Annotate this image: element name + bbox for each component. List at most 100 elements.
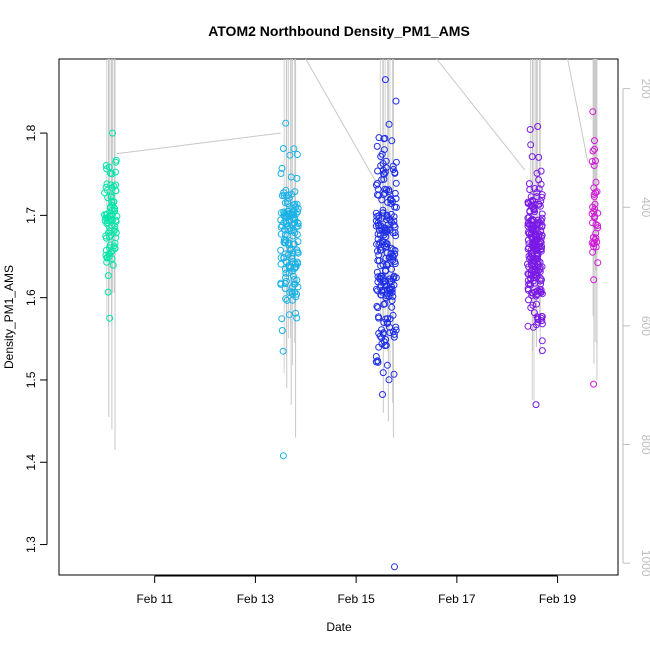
data-point [538,347,546,355]
data-point [387,244,395,252]
data-point [527,304,535,312]
data-point [588,239,596,247]
data-point [594,259,602,267]
data-point [107,193,115,201]
data-point [381,76,389,84]
data-point [282,119,290,127]
data-point [588,158,596,165]
data-point [534,216,542,224]
data-point [282,269,290,277]
data-point [590,162,598,169]
right-tick-label: 1000 [639,550,650,577]
data-point [379,369,387,377]
data-point [385,120,393,128]
data-point [535,200,543,208]
data-point [533,300,540,308]
data-point [284,207,292,215]
data-point [380,300,388,308]
data-point [389,253,397,261]
data-point [293,276,301,284]
data-point [383,361,391,369]
x-tick-label: Feb 17 [438,592,476,606]
data-point [383,216,390,224]
data-point [592,234,600,242]
data-point [105,229,113,237]
data-point [282,274,289,282]
data-point [589,147,597,155]
data-point [526,126,534,133]
data-point [372,181,380,189]
data-point [538,191,546,199]
data-point [537,314,545,322]
data-point [379,209,387,217]
data-point [376,231,384,239]
data-point [386,315,394,323]
transit-line [116,132,281,155]
data-point [108,170,116,178]
data-point [373,285,380,293]
y-tick-label: 1.6 [24,289,38,306]
x-tick-label: Feb 13 [237,592,275,606]
data-point [530,204,538,212]
data-point [528,153,536,161]
data-point [379,206,387,214]
data-point [392,323,400,331]
data-point [288,255,296,262]
data-point [591,200,599,208]
data-point [293,290,301,298]
data-point [376,332,384,340]
data-point [102,162,110,169]
data-point [531,232,539,240]
data-point [281,231,289,239]
data-point [590,380,598,388]
data-point [288,252,296,260]
data-point [590,276,598,284]
data-point [537,247,545,255]
data-point [529,262,537,270]
data-point [590,243,598,251]
data-point [378,288,386,296]
data-point [101,217,109,225]
y-tick-label: 1.4 [24,454,38,471]
data-point [278,222,286,230]
data-point [109,129,116,137]
data-point [538,210,546,218]
data-point [292,260,299,268]
data-point [107,231,115,239]
data-point [529,259,537,267]
data-point [383,249,391,257]
data-point [294,208,302,216]
data-point [378,326,385,334]
data-point [291,288,299,296]
data-point [387,195,395,203]
flight-tracks [106,58,598,450]
data-point [392,158,400,166]
data-point [373,268,381,276]
data-point [281,250,289,258]
data-point [383,226,391,234]
data-point [589,234,597,241]
data-point [537,180,545,188]
data-point [391,203,399,211]
data-point [391,229,399,237]
data-point [377,224,385,232]
data-point [538,214,546,222]
data-point [528,225,536,233]
data-point [373,302,381,310]
data-point [378,273,386,281]
data-point [283,192,290,200]
data-point [526,253,534,261]
data-point [538,223,546,231]
data-point [103,258,111,266]
data-point [591,205,599,213]
data-point [373,191,381,199]
data-point [526,186,534,194]
data-point [281,265,289,273]
data-points [101,76,602,571]
data-point [532,401,540,409]
data-point [591,145,598,153]
data-point [277,279,285,287]
data-point [287,264,295,272]
y-tick-label: 1.7 [24,207,38,224]
data-point [374,235,382,243]
